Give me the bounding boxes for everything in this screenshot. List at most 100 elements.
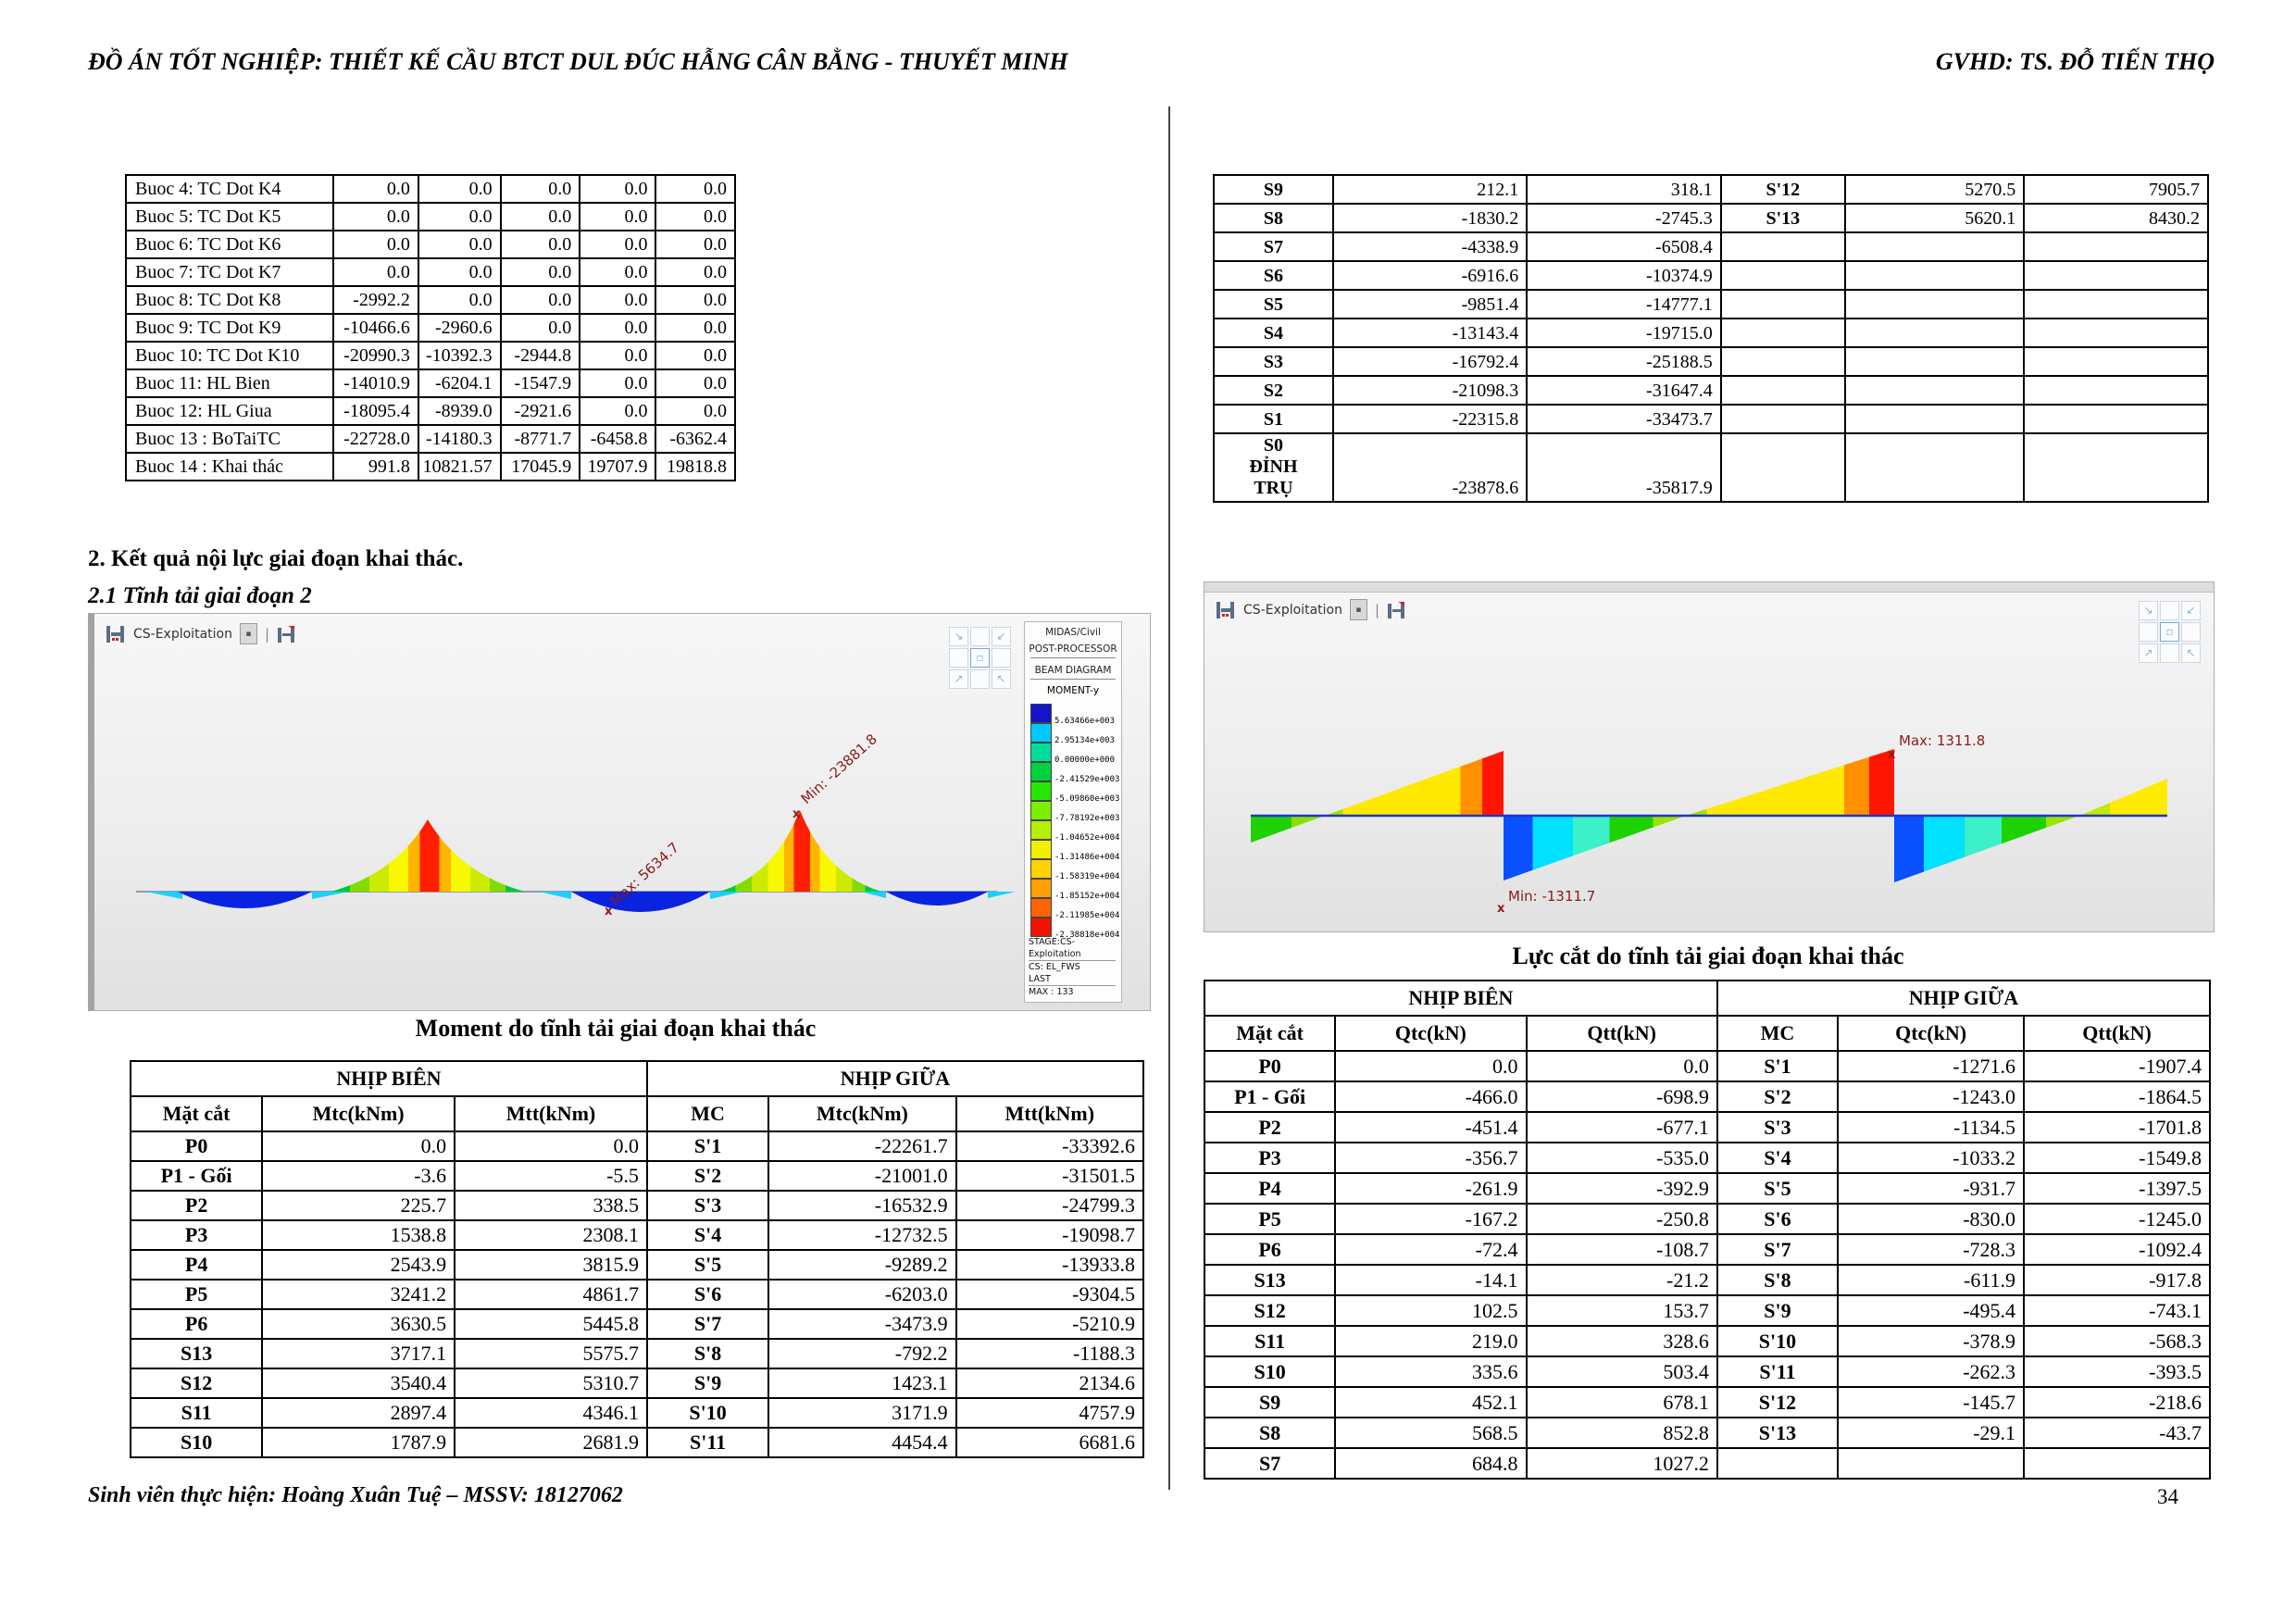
table-row: S11 219.0 328.6 S'10 -378.9 -568.3: [1203, 1325, 2211, 1357]
table-cell: 0.0: [655, 341, 736, 370]
page-header-advisor: GVHD: TS. ĐỖ TIẾN THỌ: [1935, 48, 2215, 75]
table-cell: 225.7: [261, 1190, 456, 1221]
nav-pad-cell: ↘: [2139, 601, 2158, 620]
table-cell: P1 - Gối: [129, 1160, 264, 1192]
table-cell: -25188.5: [1526, 346, 1722, 377]
table-cell: S0 ĐỈNH TRỤ: [1213, 432, 1334, 503]
legend-value: -1.04652e+004: [1054, 833, 1120, 843]
table-cell: -145.7: [1837, 1386, 2026, 1418]
table-row: P1 - Gối -466.0 -698.9 S'2 -1243.0 -1864.5: [1203, 1081, 2211, 1113]
table-row: S12 3540.4 5310.7 S'9 1423.1 2134.6: [129, 1368, 1145, 1399]
legend-app: MIDAS/Civil: [1045, 627, 1101, 638]
column-header: Mặt cắt: [1203, 1015, 1337, 1052]
table-cell: -10374.9: [1526, 260, 1722, 291]
legend-swatch: [1030, 840, 1052, 859]
min-annotation: Min: -23881.8: [798, 731, 880, 807]
table-cell: -3.6: [261, 1160, 456, 1192]
legend-value: 2.95134e+003: [1054, 736, 1116, 745]
table-cell: S5: [1213, 289, 1334, 319]
table-cell: 503.4: [1525, 1355, 1718, 1388]
table-cell: 5620.1: [1843, 203, 2026, 233]
table-cell: 684.8: [1334, 1447, 1528, 1480]
table-cell: 2681.9: [454, 1427, 648, 1458]
nav-pad-cell: [970, 627, 990, 646]
table-cell: -6204.1: [417, 369, 502, 398]
table-cell: Buoc 12: HL Giua: [125, 396, 334, 426]
legend-cs: CS: EL_FWS: [1029, 962, 1080, 972]
table-cell: 0.0: [655, 396, 736, 426]
table-cell: 3540.4: [261, 1368, 456, 1399]
table-cell: -21.2: [1525, 1264, 1718, 1296]
table-cell: S'2: [645, 1160, 770, 1192]
separator: |: [1374, 601, 1380, 618]
min-marker: x: [1497, 902, 1505, 916]
table-cell: S'4: [1716, 1142, 1840, 1174]
table-row: P0 0.0 0.0 S'1 -22261.7 -33392.6: [129, 1131, 1145, 1162]
shear-negative-wedge: [1504, 816, 1686, 881]
table-cell: 0.0: [579, 174, 657, 204]
table-cell: 19818.8: [655, 452, 736, 481]
table-cell: [1719, 231, 1846, 262]
table-row: S5 -9851.4 -14777.1: [1213, 289, 2209, 319]
legend-proc: POST-PROCESSOR: [1029, 643, 1117, 655]
table-cell: 4346.1: [454, 1397, 648, 1429]
shear-negative-wedge: [1251, 816, 1325, 843]
table-cell: -392.9: [1525, 1172, 1718, 1205]
table-cell: S1: [1213, 404, 1334, 434]
table-cell: P0: [1203, 1050, 1337, 1082]
table-row: S8 568.5 852.8 S'13 -29.1 -43.7: [1203, 1417, 2211, 1449]
page-footer: Sinh viên thực hiện: Hoàng Xuân Tuệ – MS…: [88, 1483, 623, 1507]
table-cell: -1033.2: [1837, 1142, 2026, 1174]
table-cell: S7: [1203, 1447, 1337, 1480]
midas-tab-bar: CS-Exploitation ▪ |: [106, 623, 295, 644]
table-cell: S8: [1213, 203, 1334, 233]
table-cell: -4338.9: [1331, 231, 1529, 262]
legend-entry: -1.85152e+004: [1030, 879, 1121, 901]
table-row: Buoc 9: TC Dot K9 -10466.6 -2960.6 0.0 0.0 0.…: [125, 313, 736, 343]
table-cell: S10: [1203, 1355, 1337, 1388]
table-row: P2 225.7 338.5 S'3 -16532.9 -24799.3: [129, 1190, 1145, 1221]
table-cell: 0.0: [417, 202, 502, 231]
table-cell: -6458.8: [579, 424, 657, 454]
table-cell: S'13: [1716, 1417, 1840, 1449]
table-cell: S'7: [645, 1308, 770, 1340]
legend-entry: -2.41529e+003: [1030, 762, 1121, 784]
window-top-strip: [1204, 582, 2214, 593]
table-cell: -1701.8: [2023, 1111, 2211, 1143]
table-cell: -72.4: [1334, 1233, 1528, 1266]
table-row: P6 -72.4 -108.7 S'7 -728.3 -1092.4: [1203, 1233, 2211, 1266]
table-row: P4 2543.9 3815.9 S'5 -9289.2 -13933.8: [129, 1249, 1145, 1280]
table-cell: P4: [129, 1249, 264, 1280]
table-cell: 1538.8: [261, 1219, 456, 1251]
table-cell: -14777.1: [1526, 289, 1722, 319]
legend-entry: 5.63466e+003: [1030, 704, 1121, 726]
table-cell: 0.0: [579, 230, 657, 259]
table-cell: [1719, 375, 1846, 406]
table-cell: [1716, 1447, 1840, 1480]
table-cell: -535.0: [1525, 1142, 1718, 1174]
table-cell: 452.1: [1334, 1386, 1528, 1418]
table-cell: [1843, 231, 2026, 262]
table-cell: 219.0: [1334, 1325, 1528, 1357]
table-cell: 4454.4: [767, 1427, 957, 1458]
table-cell: 0.0: [331, 257, 419, 287]
column-header: Mtt(kNm): [454, 1095, 648, 1132]
diagram-tool-icon: [1388, 601, 1405, 618]
column-header-row: Mặt cắt Qtc(kN) Qtt(kN) MC Qtc(kN) Qtt(k…: [1203, 1015, 2211, 1052]
table-cell: 338.5: [454, 1190, 648, 1221]
column-header: MC: [1716, 1015, 1840, 1052]
nav-pad-cell: [2139, 622, 2158, 642]
nav-pad-cell: ↖: [2181, 643, 2201, 663]
column-header: Qtt(kN): [1525, 1015, 1718, 1052]
table-cell: S'9: [1716, 1294, 1840, 1327]
min-annotation: Min: -1311.7: [1508, 888, 1595, 905]
table-cell: 153.7: [1525, 1294, 1718, 1327]
table-cell: [1837, 1447, 2026, 1480]
table-cell: -5210.9: [955, 1308, 1145, 1340]
table-cell: S'12: [1716, 1386, 1840, 1418]
table-cell: -466.0: [1334, 1081, 1528, 1113]
nav-pad-cell: [949, 648, 968, 668]
table-cell: S'12: [1719, 174, 1846, 205]
table-cell: [2023, 432, 2209, 503]
table-cell: -6508.4: [1526, 231, 1722, 262]
